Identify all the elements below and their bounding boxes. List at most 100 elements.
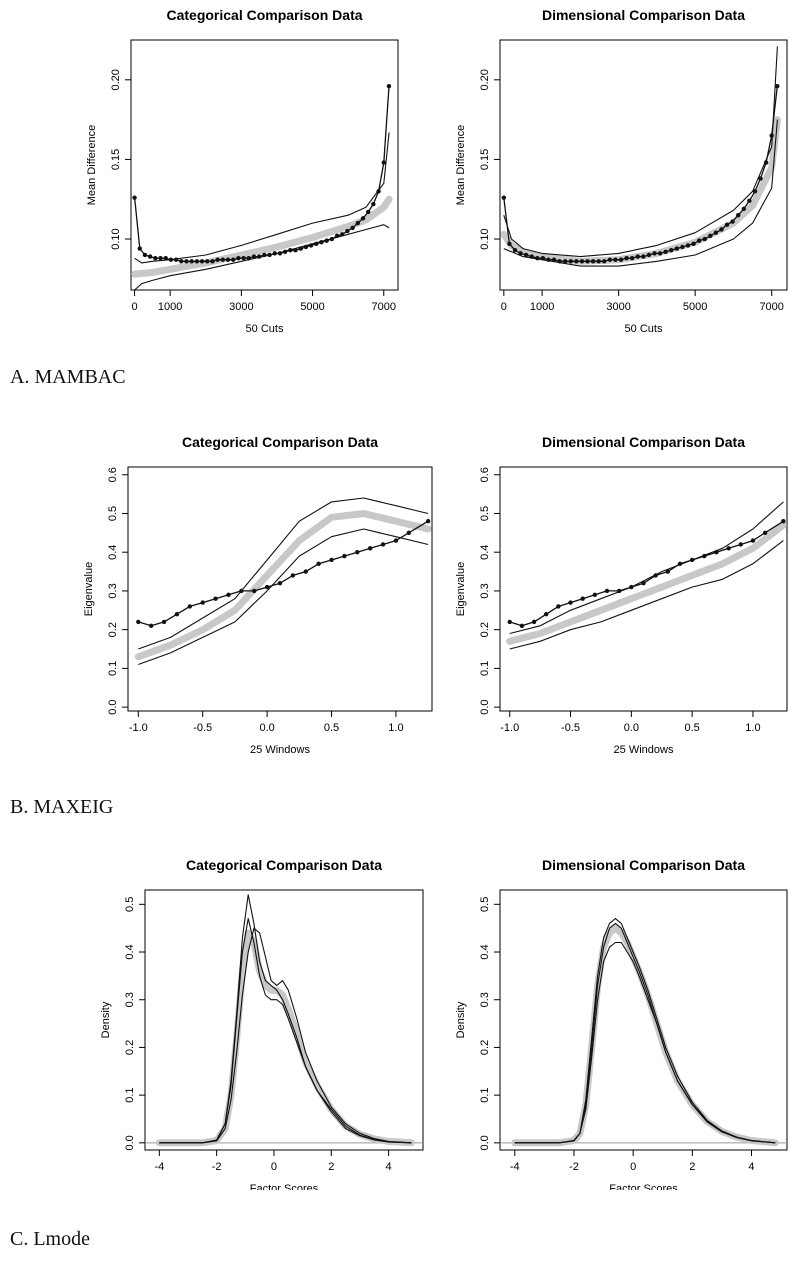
data-point	[241, 255, 246, 261]
x-tick-label: -1.0	[500, 722, 519, 734]
data-point	[168, 257, 174, 262]
data-point	[507, 241, 512, 247]
series-line-curve-1	[514, 918, 776, 1144]
y-tick-label: 0.20	[479, 69, 491, 90]
data-point	[556, 604, 561, 609]
y-tick-label: 0.2	[479, 1040, 491, 1055]
data-point	[376, 189, 381, 194]
data-point	[205, 259, 210, 264]
data-point	[282, 249, 288, 254]
x-tick-label: -0.5	[193, 722, 212, 734]
chart-title: Dimensional Comparison Data	[542, 857, 745, 873]
data-point	[616, 588, 622, 594]
data-point	[685, 243, 691, 248]
data-point	[557, 259, 562, 264]
data-point	[350, 225, 355, 231]
x-tick-label: 1000	[530, 301, 554, 313]
data-point	[596, 259, 601, 264]
data-point	[665, 569, 671, 574]
data-point	[210, 259, 215, 264]
y-tick-label: 0.1	[479, 1087, 491, 1102]
data-point	[635, 254, 640, 259]
data-point	[501, 195, 507, 200]
data-point	[769, 133, 774, 138]
x-tick-label: 3000	[229, 301, 253, 313]
data-point	[568, 259, 573, 264]
data-point	[288, 247, 293, 253]
data-point	[239, 588, 244, 594]
data-point	[189, 259, 194, 264]
data-point	[708, 233, 713, 239]
data-point	[540, 255, 546, 261]
series-line-upper	[134, 132, 390, 264]
y-tick-label: 0.10	[110, 228, 122, 249]
data-point	[758, 176, 763, 181]
data-point	[580, 596, 585, 601]
data-point	[691, 241, 696, 247]
data-point	[726, 546, 731, 551]
chart-title: Categorical Comparison Data	[186, 857, 382, 873]
y-tick-label: 0.0	[479, 699, 491, 714]
chart-maxeig-dimensional: Dimensional Comparison Data -1.0 -0.5 0.0 0.…	[455, 434, 788, 756]
comparison-band-line	[155, 929, 415, 1147]
x-axis-label: 25 Windows	[250, 744, 310, 756]
data-point	[663, 249, 668, 254]
series-line-observed	[503, 86, 778, 262]
y-axis-label: Eigenvalue	[455, 562, 467, 616]
chart-lmode-dimensional: Dimensional Comparison Data -4 -2 0 2 4 0.0 0.1…	[455, 857, 788, 1190]
data-point	[674, 246, 680, 251]
data-point	[147, 254, 153, 259]
plot-frame	[499, 466, 788, 712]
plot-frame	[499, 39, 788, 291]
x-tick-label: 4	[386, 1161, 392, 1173]
data-point	[624, 255, 629, 261]
data-point	[585, 259, 590, 264]
plot-frame	[499, 889, 788, 1151]
data-point	[546, 257, 551, 262]
x-tick-label: -2	[212, 1161, 222, 1173]
data-point	[518, 251, 523, 256]
x-tick-label: 0.0	[259, 722, 274, 734]
data-point	[730, 219, 735, 224]
series-line-upper	[138, 497, 429, 650]
data-point	[544, 611, 549, 617]
y-tick-label: 0.2	[479, 622, 491, 637]
y-tick-label: 0.3	[479, 583, 491, 598]
data-point	[381, 160, 386, 165]
series-line-upper	[503, 46, 778, 258]
y-tick-label: 0.1	[124, 1087, 136, 1102]
data-point	[702, 236, 707, 242]
data-point	[308, 243, 314, 248]
x-tick-label: -1.0	[129, 722, 148, 734]
data-point	[607, 257, 613, 262]
y-tick-label: 0.0	[479, 1135, 491, 1150]
y-tick-label: 0.4	[479, 545, 491, 560]
x-tick-label: 5000	[683, 301, 707, 313]
data-point	[425, 519, 431, 524]
y-tick-label: 0.5	[479, 506, 491, 521]
y-tick-label: 0.5	[107, 506, 119, 521]
series-line-curve-2	[159, 927, 412, 1144]
data-point	[345, 228, 350, 234]
data-point	[367, 546, 373, 551]
data-point	[187, 604, 193, 609]
data-point	[763, 160, 769, 165]
chart-lmode-categorical: Categorical Comparison Data -4 -2 0 2 4 0.0 0.1…	[100, 857, 424, 1190]
x-axis-label: 50 Cuts	[246, 323, 284, 335]
data-point	[568, 600, 573, 605]
data-point	[380, 542, 386, 547]
data-point	[236, 255, 241, 261]
x-tick-label: 2	[689, 1161, 695, 1173]
data-point	[529, 254, 534, 259]
data-point	[762, 530, 768, 536]
data-point	[507, 619, 512, 625]
x-tick-label: 7000	[372, 301, 396, 313]
data-point	[713, 230, 719, 235]
y-tick-label: 0.6	[107, 467, 119, 482]
data-point	[386, 83, 392, 89]
data-point	[252, 588, 257, 594]
chart-title: Categorical Comparison Data	[166, 7, 362, 23]
data-point	[329, 557, 334, 563]
x-tick-label: 0	[131, 301, 137, 313]
series-line-lower	[503, 119, 778, 267]
